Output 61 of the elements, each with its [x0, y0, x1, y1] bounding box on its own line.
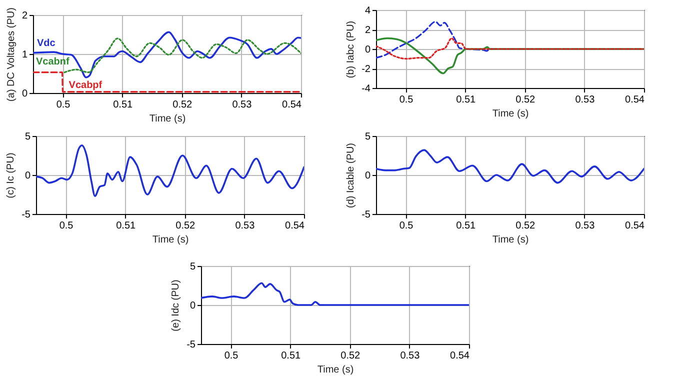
x-tick-label: 0.51 — [116, 220, 136, 232]
series-label: Vdc — [37, 38, 56, 49]
y-tick-label: -4 — [362, 84, 371, 94]
x-tick-label: 0.53 — [232, 100, 252, 110]
y-axis-title: (c) Ic (PU) — [6, 152, 17, 198]
y-tick-label: 0 — [364, 170, 371, 182]
x-tick-label: 0.52 — [172, 100, 193, 110]
x-tick-label: 0.5 — [56, 100, 71, 110]
line-series — [36, 144, 304, 197]
y-tick-label: 0 — [22, 88, 28, 100]
x-tick-label: 0.52 — [516, 94, 536, 106]
x-tick-label: 0.54 — [625, 220, 645, 232]
x-tick-label: 0.51 — [281, 350, 301, 362]
line-series — [376, 37, 644, 60]
x-axis-title: Time (s) — [317, 364, 354, 376]
y-axis-title: (e) Idc (PU) — [170, 280, 182, 332]
y-tick-label: 0 — [364, 44, 371, 56]
line-series — [201, 282, 469, 306]
y-tick-label: 5 — [190, 262, 196, 272]
x-tick-label: 0.5 — [399, 94, 414, 106]
x-tick-label: 0.52 — [340, 350, 361, 362]
y-tick-label: -2 — [362, 64, 371, 75]
y-tick-label: -5 — [22, 210, 31, 220]
line-series — [376, 37, 644, 74]
y-tick-label: 1 — [22, 50, 28, 60]
x-tick-label: 0.51 — [456, 220, 476, 232]
y-axis-title: (a) DC Voltages (PU) — [6, 8, 17, 102]
x-tick-label: 0.52 — [516, 220, 536, 232]
x-tick-label: 0.5 — [399, 220, 414, 232]
x-tick-label: 0.54 — [625, 94, 645, 106]
x-axis-title: Time (s) — [492, 234, 529, 246]
x-axis-title: Time (s) — [149, 114, 186, 124]
x-tick-label: 0.5 — [59, 220, 74, 232]
x-tick-label: 0.53 — [235, 220, 256, 232]
y-tick-label: 5 — [364, 132, 371, 142]
x-tick-label: 0.53 — [575, 94, 596, 106]
y-tick-label: 4 — [364, 6, 371, 16]
y-tick-label: 2 — [364, 25, 371, 36]
series-label: Vcabpf — [68, 80, 103, 91]
line-series — [376, 149, 644, 184]
x-tick-label: 0.51 — [456, 94, 476, 106]
x-tick-label: 0.53 — [575, 220, 596, 232]
y-tick-label: 5 — [24, 132, 31, 142]
y-tick-label: 2 — [22, 10, 28, 22]
y-tick-label: 0 — [190, 300, 196, 312]
x-tick-label: 0.54 — [285, 220, 305, 232]
y-axis-title: (b) Iabc (PU) — [346, 20, 357, 78]
y-tick-label: -5 — [186, 340, 196, 350]
x-tick-label: 0.5 — [224, 350, 239, 362]
x-tick-label: 0.54 — [450, 350, 470, 362]
x-tick-label: 0.54 — [282, 100, 302, 110]
y-tick-label: -5 — [362, 210, 371, 220]
x-tick-label: 0.51 — [113, 100, 133, 110]
series-label: Vcabnf — [36, 56, 70, 68]
y-axis-title: (d) Icable (PU) — [346, 142, 357, 208]
x-tick-label: 0.52 — [176, 220, 196, 232]
y-tick-label: 0 — [24, 170, 31, 182]
x-axis-title: Time (s) — [152, 234, 189, 246]
x-tick-label: 0.53 — [400, 350, 420, 362]
x-axis-title: Time (s) — [492, 108, 529, 120]
line-series — [33, 31, 301, 78]
